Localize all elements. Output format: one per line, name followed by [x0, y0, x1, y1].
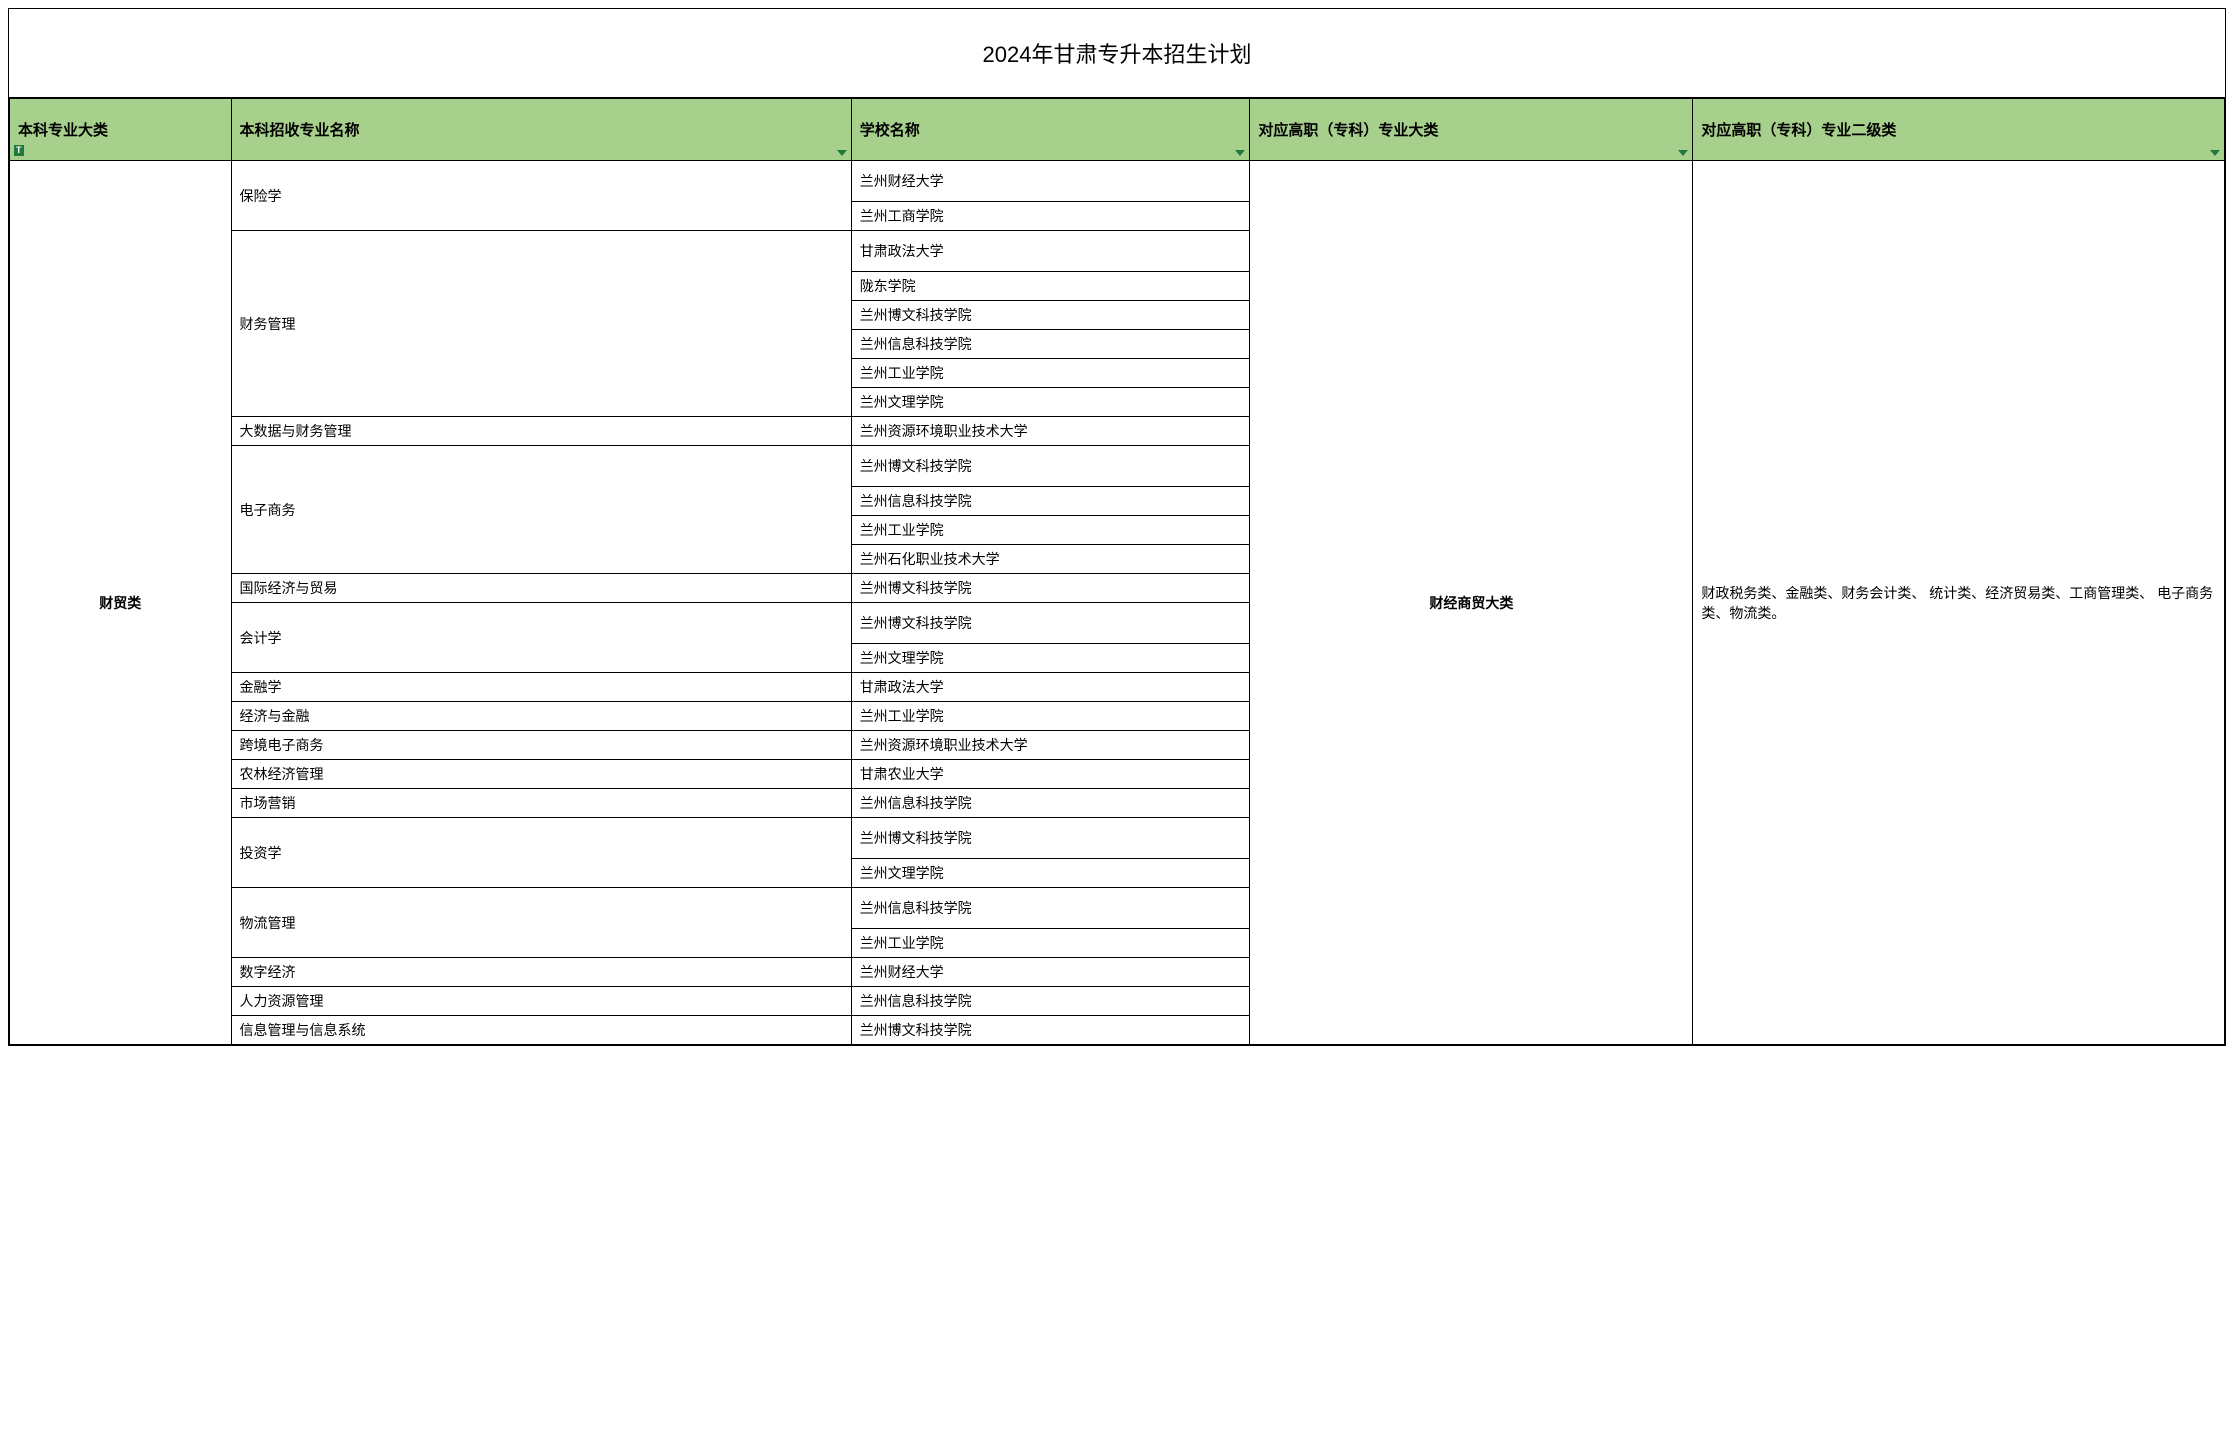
filter-dropdown-icon[interactable] [2210, 150, 2220, 156]
header-label: 对应高职（专科）专业大类 [1258, 122, 1438, 139]
cell-school-name: 兰州财经大学 [851, 161, 1250, 202]
header-label: 本科招收专业名称 [240, 122, 360, 139]
cell-school-name: 兰州博文科技学院 [851, 603, 1250, 644]
header-label: 学校名称 [860, 122, 920, 139]
cell-school-name: 兰州工业学院 [851, 516, 1250, 545]
cell-school-name: 兰州博文科技学院 [851, 1016, 1250, 1045]
cell-school-name: 陇东学院 [851, 272, 1250, 301]
cell-school-name: 甘肃政法大学 [851, 231, 1250, 272]
header-vocational-category[interactable]: 对应高职（专科）专业大类 [1250, 99, 1693, 161]
cell-school-name: 兰州资源环境职业技术大学 [851, 417, 1250, 446]
page-title: 2024年甘肃专升本招生计划 [9, 9, 2225, 98]
text-format-icon: T [14, 145, 24, 156]
cell-major-name: 物流管理 [231, 888, 851, 958]
cell-vocational-sub: 财政税务类、金融类、财务会计类、 统计类、经济贸易类、工商管理类、 电子商务类、… [1693, 161, 2225, 1045]
table-row: 财贸类保险学兰州财经大学财经商贸大类财政税务类、金融类、财务会计类、 统计类、经… [10, 161, 2225, 202]
table-body: 财贸类保险学兰州财经大学财经商贸大类财政税务类、金融类、财务会计类、 统计类、经… [10, 161, 2225, 1045]
enrollment-plan-container: 2024年甘肃专升本招生计划 本科专业大类 T 本科招收专业名称 学校名称 [8, 8, 2226, 1046]
cell-major-name: 财务管理 [231, 231, 851, 417]
filter-dropdown-icon[interactable] [1235, 150, 1245, 156]
cell-major-name: 保险学 [231, 161, 851, 231]
cell-major-name: 电子商务 [231, 446, 851, 574]
cell-major-name: 金融学 [231, 673, 851, 702]
cell-school-name: 甘肃农业大学 [851, 760, 1250, 789]
cell-major-name: 数字经济 [231, 958, 851, 987]
cell-major-name: 会计学 [231, 603, 851, 673]
cell-major-category: 财贸类 [10, 161, 232, 1045]
cell-school-name: 兰州博文科技学院 [851, 574, 1250, 603]
cell-school-name: 兰州文理学院 [851, 388, 1250, 417]
filter-dropdown-icon[interactable] [1678, 150, 1688, 156]
cell-school-name: 兰州文理学院 [851, 859, 1250, 888]
cell-major-name: 大数据与财务管理 [231, 417, 851, 446]
header-label: 本科专业大类 [18, 122, 108, 139]
header-major-category[interactable]: 本科专业大类 T [10, 99, 232, 161]
header-school-name[interactable]: 学校名称 [851, 99, 1250, 161]
cell-school-name: 兰州信息科技学院 [851, 789, 1250, 818]
cell-school-name: 兰州石化职业技术大学 [851, 545, 1250, 574]
cell-school-name: 兰州财经大学 [851, 958, 1250, 987]
cell-major-name: 投资学 [231, 818, 851, 888]
cell-school-name: 兰州工业学院 [851, 359, 1250, 388]
cell-school-name: 兰州信息科技学院 [851, 487, 1250, 516]
header-major-name[interactable]: 本科招收专业名称 [231, 99, 851, 161]
cell-major-name: 市场营销 [231, 789, 851, 818]
cell-major-name: 人力资源管理 [231, 987, 851, 1016]
header-row: 本科专业大类 T 本科招收专业名称 学校名称 对应高职（专科）专业大类 对应高职… [10, 99, 2225, 161]
cell-major-name: 国际经济与贸易 [231, 574, 851, 603]
cell-school-name: 兰州博文科技学院 [851, 818, 1250, 859]
filter-dropdown-icon[interactable] [837, 150, 847, 156]
cell-school-name: 兰州博文科技学院 [851, 446, 1250, 487]
cell-school-name: 兰州工业学院 [851, 702, 1250, 731]
cell-school-name: 兰州工商学院 [851, 202, 1250, 231]
cell-major-name: 信息管理与信息系统 [231, 1016, 851, 1045]
cell-school-name: 兰州信息科技学院 [851, 888, 1250, 929]
cell-school-name: 兰州信息科技学院 [851, 987, 1250, 1016]
cell-school-name: 兰州信息科技学院 [851, 330, 1250, 359]
cell-major-name: 农林经济管理 [231, 760, 851, 789]
cell-school-name: 兰州文理学院 [851, 644, 1250, 673]
header-label: 对应高职（专科）专业二级类 [1701, 122, 1896, 139]
cell-school-name: 甘肃政法大学 [851, 673, 1250, 702]
enrollment-table: 本科专业大类 T 本科招收专业名称 学校名称 对应高职（专科）专业大类 对应高职… [9, 98, 2225, 1045]
cell-major-name: 经济与金融 [231, 702, 851, 731]
cell-school-name: 兰州博文科技学院 [851, 301, 1250, 330]
cell-vocational-category: 财经商贸大类 [1250, 161, 1693, 1045]
header-vocational-sub[interactable]: 对应高职（专科）专业二级类 [1693, 99, 2225, 161]
cell-major-name: 跨境电子商务 [231, 731, 851, 760]
cell-school-name: 兰州工业学院 [851, 929, 1250, 958]
cell-school-name: 兰州资源环境职业技术大学 [851, 731, 1250, 760]
